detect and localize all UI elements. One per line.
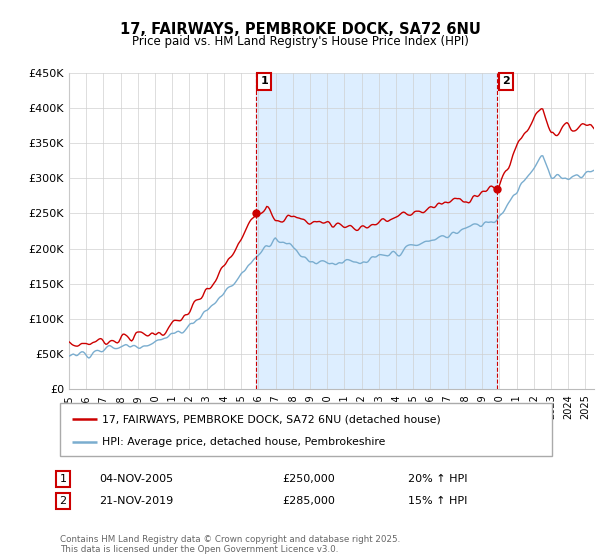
Text: 1: 1 xyxy=(59,474,67,484)
Text: Contains HM Land Registry data © Crown copyright and database right 2025.
This d: Contains HM Land Registry data © Crown c… xyxy=(60,535,400,554)
Text: 2: 2 xyxy=(59,496,67,506)
Text: 04-NOV-2005: 04-NOV-2005 xyxy=(99,474,173,484)
Text: 20% ↑ HPI: 20% ↑ HPI xyxy=(408,474,467,484)
Text: 2: 2 xyxy=(502,76,510,86)
Text: Price paid vs. HM Land Registry's House Price Index (HPI): Price paid vs. HM Land Registry's House … xyxy=(131,35,469,48)
Bar xyxy=(256,73,497,389)
Text: £285,000: £285,000 xyxy=(282,496,335,506)
Text: 17, FAIRWAYS, PEMBROKE DOCK, SA72 6NU: 17, FAIRWAYS, PEMBROKE DOCK, SA72 6NU xyxy=(119,22,481,38)
Text: 1: 1 xyxy=(260,76,268,86)
Text: HPI: Average price, detached house, Pembrokeshire: HPI: Average price, detached house, Pemb… xyxy=(102,436,385,446)
Text: £250,000: £250,000 xyxy=(282,474,335,484)
Text: 21-NOV-2019: 21-NOV-2019 xyxy=(99,496,173,506)
Text: 17, FAIRWAYS, PEMBROKE DOCK, SA72 6NU (detached house): 17, FAIRWAYS, PEMBROKE DOCK, SA72 6NU (d… xyxy=(102,414,440,424)
Text: 15% ↑ HPI: 15% ↑ HPI xyxy=(408,496,467,506)
